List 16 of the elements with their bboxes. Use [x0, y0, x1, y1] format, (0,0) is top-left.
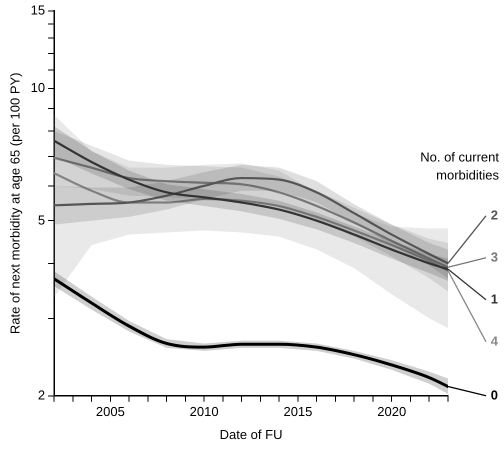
legend-label: 3 [490, 249, 498, 264]
text: 2 [490, 207, 498, 222]
legend-label: 0 [490, 387, 498, 402]
x-tick-label: 2005 [96, 404, 125, 420]
text: 4 [490, 333, 499, 348]
y-tick-label: 10 [30, 80, 46, 95]
y-tick-label: 2 [38, 387, 46, 402]
y-tick-label: 5 [38, 212, 46, 228]
x-tick-label: 2015 [283, 404, 312, 420]
x-tick-label: 2010 [190, 404, 219, 420]
text: 1 [490, 291, 498, 306]
x-axis-title: Date of FU [220, 426, 282, 442]
y-axis-title: Rate of next morbidity at age 65 (per 100 PY) [7, 72, 22, 334]
x-tick-label: 2020 [377, 404, 406, 420]
y-tick-label: 15 [30, 2, 46, 18]
legend-title: No. of current morbidities [420, 149, 500, 182]
